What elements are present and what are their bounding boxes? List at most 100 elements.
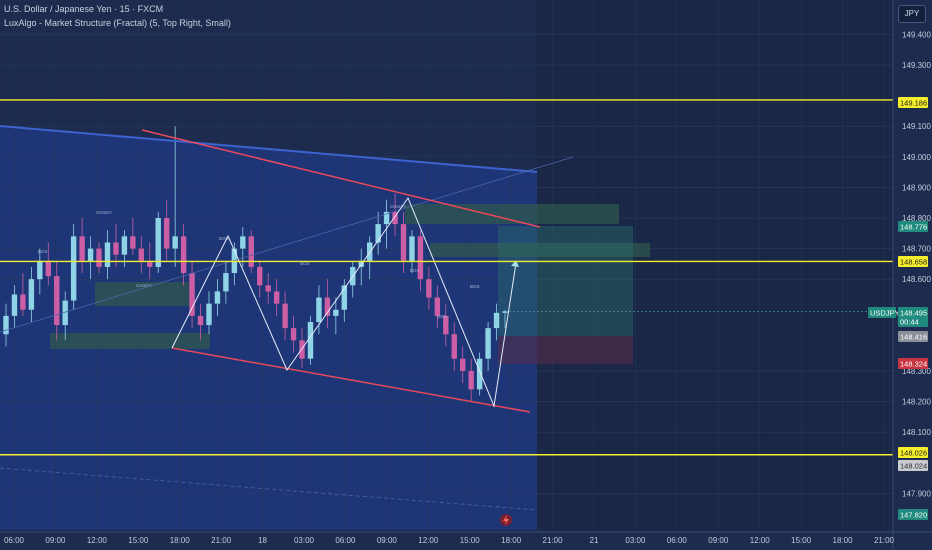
time-tick-label-6: 18: [258, 536, 267, 545]
price-tick-label-0: 149.400: [902, 30, 931, 39]
candle-body-1: [11, 294, 18, 316]
price-tick-label-6: 148.700: [902, 245, 931, 254]
candle-body-35: [299, 340, 305, 359]
time-tick-label-0: 06:00: [4, 536, 25, 545]
price-label-bg-5: [898, 316, 928, 327]
structure-label-0: BOS: [38, 249, 48, 254]
price-tick-label-7: 148.600: [902, 275, 931, 284]
price-label-9: 148.024: [900, 462, 927, 471]
price-tick-label-11: 147.900: [902, 489, 931, 498]
resistance-trendline: [141, 129, 541, 228]
candle-body-0: [3, 315, 9, 335]
time-tick-label-7: 03:00: [294, 536, 315, 545]
candle-body-33: [282, 303, 288, 329]
candle-body-46: [392, 211, 398, 225]
candle-body-26: [223, 273, 229, 292]
candle-body-40: [341, 285, 348, 310]
time-tick-label-12: 18:00: [501, 536, 522, 545]
structure-label-4: BOS: [300, 261, 310, 266]
candle-body-29: [248, 236, 254, 267]
structure-label-5: CHoCH: [390, 204, 406, 209]
price-label-bg-1: [898, 221, 928, 232]
indicator-title: LuxAlgo - Market Structure (Fractal) (5,…: [4, 18, 231, 28]
candle-body-20: [172, 236, 178, 249]
candle-body-18: [155, 218, 161, 267]
time-tick-label-20: 18:00: [833, 536, 854, 545]
candle-body-21: [180, 236, 187, 274]
thin-diagonal-line: [0, 156, 574, 333]
price-label-6: 148.416: [900, 333, 927, 342]
candle-body-37: [316, 297, 322, 322]
candle-body-10: [87, 248, 94, 261]
price-label-0: 149.186: [900, 99, 927, 108]
candle-body-12: [104, 242, 111, 267]
time-tick-label-13: 21:00: [543, 536, 564, 545]
dashed-lower-line: [0, 467, 538, 511]
price-tick-label-4: 148.900: [902, 183, 931, 192]
structure-label-1: CHoCH: [96, 210, 112, 215]
currency-button[interactable]: JPY: [898, 5, 926, 23]
price-tick-label-10: 148.100: [902, 428, 931, 437]
candle-body-16: [138, 248, 145, 261]
candle-body-4: [37, 260, 43, 280]
candle-body-14: [121, 236, 128, 255]
candle-body-17: [147, 260, 153, 267]
candle-body-2: [20, 294, 26, 310]
candle-body-57: [485, 328, 491, 359]
time-tick-label-8: 06:00: [335, 536, 356, 545]
structure-label-6: BOS: [410, 268, 420, 273]
price-label-bg-7: [898, 358, 928, 369]
candle-body-15: [130, 236, 136, 249]
time-tick-label-21: 21:00: [874, 536, 895, 545]
candle-body-34: [290, 328, 297, 341]
price-label-3: USDJPY: [870, 309, 900, 318]
candle-body-19: [163, 218, 170, 249]
candle-body-48: [409, 236, 415, 261]
price-tick-label-2: 149.100: [902, 122, 931, 131]
candle-body-53: [451, 334, 457, 359]
time-tick-label-2: 12:00: [87, 536, 108, 545]
price-label-4: 148.495: [900, 309, 927, 318]
candle-body-39: [333, 309, 339, 316]
candle-body-36: [307, 322, 314, 359]
projection-arrowhead: [511, 260, 519, 267]
candle-body-8: [70, 236, 77, 301]
candle-body-44: [375, 224, 381, 243]
supply-demand-zone-0: [95, 282, 190, 306]
price-label-bg-8: [898, 447, 928, 458]
time-tick-label-19: 15:00: [791, 536, 812, 545]
candle-body-51: [434, 297, 441, 316]
candle-body-52: [443, 315, 449, 335]
candle-body-7: [62, 300, 68, 326]
candle-body-9: [79, 236, 85, 261]
time-tick-label-16: 06:00: [667, 536, 688, 545]
structure-label-8: BOS: [470, 284, 480, 289]
time-tick-label-9: 09:00: [377, 536, 398, 545]
time-tick-label-4: 18:00: [170, 536, 191, 545]
supply-demand-zone-2: [405, 204, 619, 224]
candle-body-38: [324, 297, 331, 316]
lightning-icon: [503, 515, 509, 525]
position-target-box: [498, 226, 633, 336]
price-tick-label-3: 149.000: [902, 153, 931, 162]
candle-body-6: [54, 276, 60, 326]
candle-body-47: [400, 224, 407, 261]
price-label-8: 148.026: [900, 449, 927, 458]
structure-label-3: BOS: [219, 236, 229, 241]
candle-body-56: [476, 358, 483, 390]
price-tick-label-9: 148.200: [902, 398, 931, 407]
price-label-bg-9: [898, 460, 928, 471]
candle-body-28: [240, 236, 246, 249]
candle-body-25: [214, 291, 221, 304]
candle-body-30: [257, 266, 263, 286]
time-tick-label-1: 09:00: [45, 536, 66, 545]
price-tick-label-5: 148.800: [902, 214, 931, 223]
future-area: [537, 0, 893, 530]
candle-body-58: [493, 312, 500, 329]
symbol-title: U.S. Dollar / Japanese Yen · 15 · FXCM: [4, 4, 164, 14]
structure-label-2: CHoCH: [136, 283, 152, 288]
time-tick-label-15: 03:00: [625, 536, 646, 545]
candle-body-22: [189, 273, 195, 316]
